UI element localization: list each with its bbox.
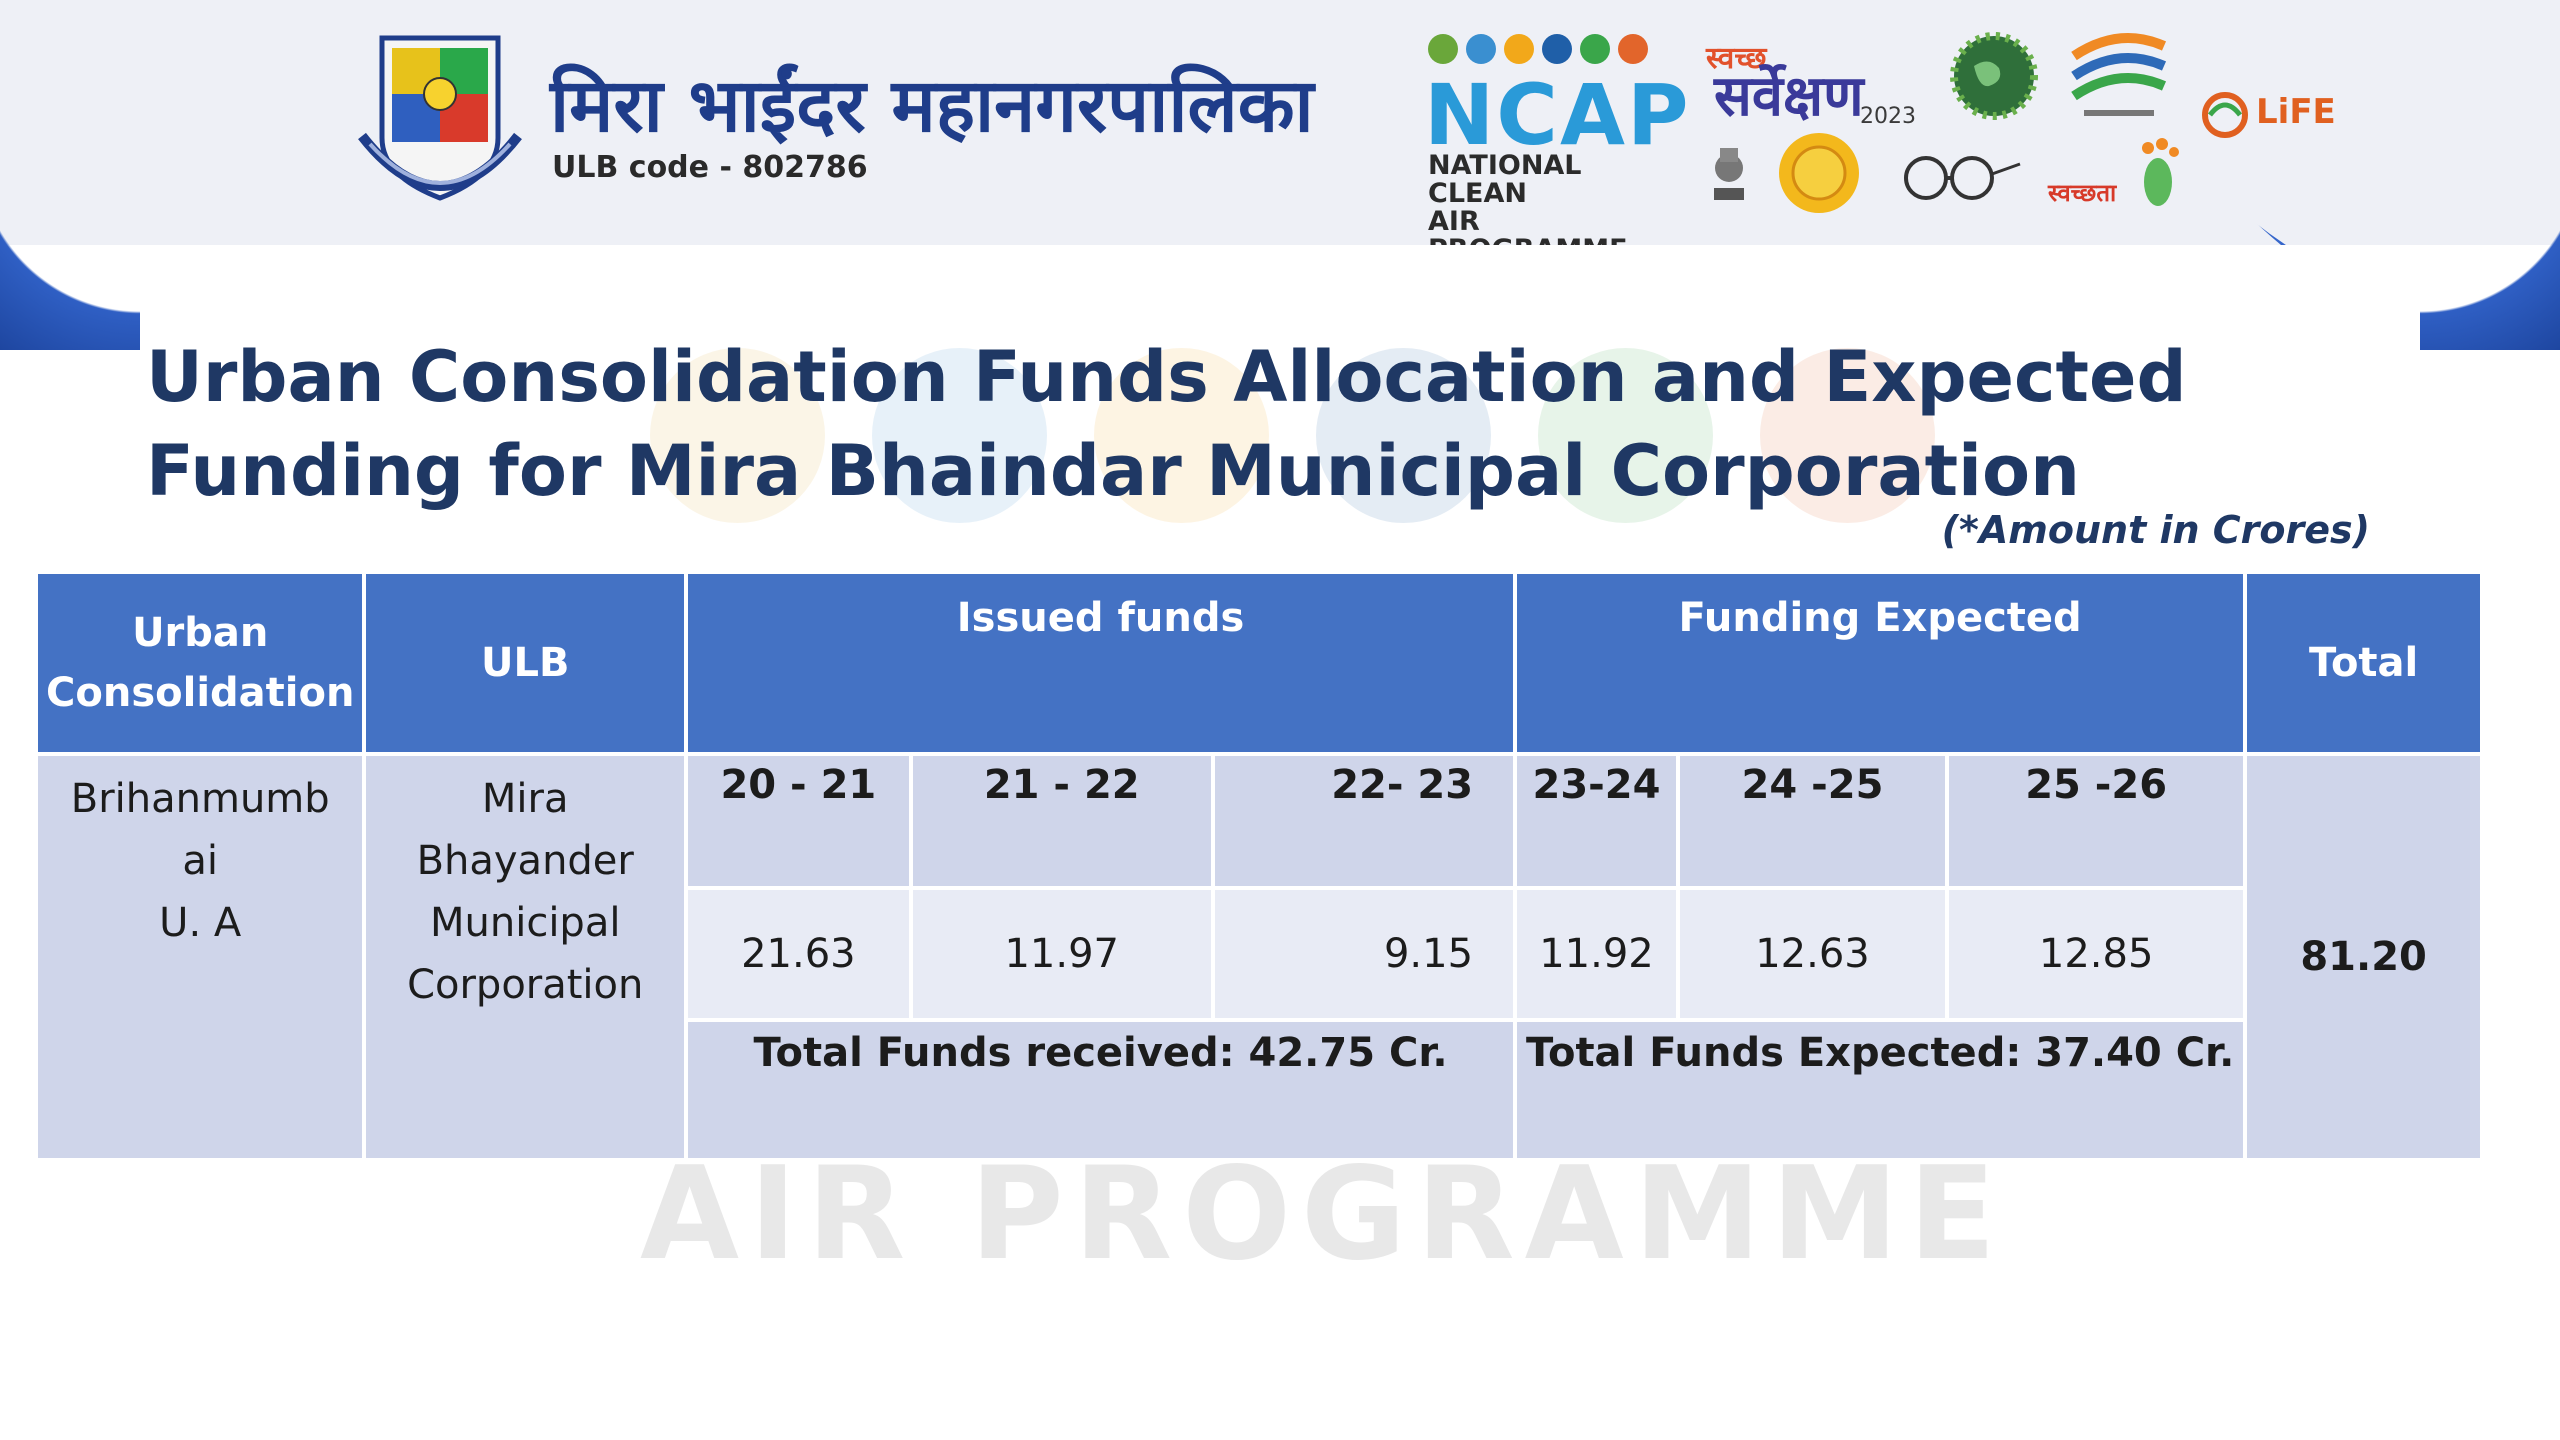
header-band: मिरा भाईंदर महानगरपालिका ULB code - 8027… (0, 0, 2560, 245)
watermark-circle (1760, 348, 1935, 523)
swachh-small-text: स्वच्छता (2048, 179, 2117, 207)
ulb-line3: Municipal (430, 900, 621, 946)
urban-consolidation-line2: ai (182, 838, 219, 884)
table-row-amounts: 21.63 11.97 9.15 11.92 12.63 12.85 (38, 890, 2480, 1018)
watermark-circle (872, 348, 1047, 523)
year-cell: 21 - 22 (912, 756, 1211, 886)
ncap-subtitle: NATIONAL CLEAN AIR PROGRAMME (1428, 150, 1678, 246)
amount-cell: 21.63 (688, 890, 909, 1018)
municipal-emblem-icon (358, 35, 522, 201)
life-logo-text: LiFE (2256, 92, 2336, 132)
year-cell: 22- 23 (1214, 756, 1514, 886)
corner-curve-left (0, 150, 140, 350)
year-cell: 23-24 (1517, 756, 1676, 886)
watermark-circle (650, 348, 825, 523)
amount-cell: 12.85 (1949, 890, 2244, 1018)
swachh-survekshan-logo-icon: सर्वेक्षण (1714, 64, 1864, 129)
total-funds-expected: Total Funds Expected: 37.40 Cr. (1517, 1022, 2244, 1158)
corporation-name-hindi: मिरा भाईंदर महानगरपालिका (550, 63, 1314, 149)
sun-seal-icon (1779, 133, 1859, 213)
ulb-code: ULB code - 802786 (552, 150, 868, 185)
table-header-row: Urban Consolidation ULB Issued funds Fun… (38, 574, 2480, 752)
ncap-title: NCAP (1424, 66, 1691, 164)
table-row-totals: Total Funds received: 42.75 Cr. Total Fu… (38, 1022, 2480, 1158)
swachh-top: स्वच्छ (1706, 41, 1767, 76)
national-emblem-icon (1714, 148, 1744, 200)
year-cell: 20 - 21 (688, 756, 909, 886)
header-total: Total (2247, 574, 2480, 752)
header-issued-funds: Issued funds (688, 574, 1514, 752)
header-funding-expected: Funding Expected (1517, 574, 2244, 752)
amount-cell: 11.97 (912, 890, 1211, 1018)
watermark-circle (1538, 348, 1713, 523)
swachh-year: 2023 (1860, 104, 1916, 129)
urban-consolidation-line3: U. A (159, 900, 242, 946)
year-cell: 24 -25 (1679, 756, 1946, 886)
ulb-line4: Corporation (407, 962, 644, 1008)
year-cell: 25 -26 (1949, 756, 2244, 886)
earth-globe-icon (1950, 32, 2038, 120)
watermark-circle (1316, 348, 1491, 523)
urban-consolidation-line1: Brihanmumb (70, 776, 330, 822)
ncap-subtitle-line2: AIR PROGRAMME (1428, 206, 1628, 246)
watermark-text: AIR PROGRAMME (640, 1140, 2006, 1289)
amount-cell: 9.15 (1214, 890, 1514, 1018)
table-row-years: Brihanmumb ai U. A Mira Bhayander Munici… (38, 756, 2480, 1158)
amount-note: (*Amount in Crores) (1941, 508, 2370, 552)
funds-table: Urban Consolidation ULB Issued funds Fun… (34, 570, 2484, 1162)
ulb-line2: Bhayander (416, 838, 634, 884)
watermark-circle (1094, 348, 1269, 523)
ministry-logo-icon (2071, 33, 2167, 116)
amount-cell: 11.92 (1517, 890, 1676, 1018)
page-title: Urban Consolidation Funds Allocation and… (146, 336, 2187, 512)
total-funds-received: Total Funds received: 42.75 Cr. (688, 1022, 1514, 1158)
amount-cell: 12.63 (1679, 890, 1946, 1018)
ulb-line1: Mira (481, 776, 569, 822)
ulb-cell: Mira Bhayander Municipal Corporation (366, 756, 685, 1158)
total-value: 81.20 (2247, 756, 2480, 1158)
corner-curve-right (2420, 150, 2560, 350)
urban-consolidation-cell: Brihanmumb ai U. A (38, 756, 363, 1158)
header-ulb: ULB (366, 574, 685, 752)
header-urban-consolidation: Urban Consolidation (38, 574, 363, 752)
footprint-logo-icon (2142, 138, 2179, 206)
life-mission-logo-icon (2202, 92, 2248, 138)
ncap-logo-icon (1428, 34, 1648, 64)
gandhi-glasses-icon (1904, 156, 2021, 200)
ncap-subtitle-line1: NATIONAL CLEAN (1428, 150, 1582, 209)
